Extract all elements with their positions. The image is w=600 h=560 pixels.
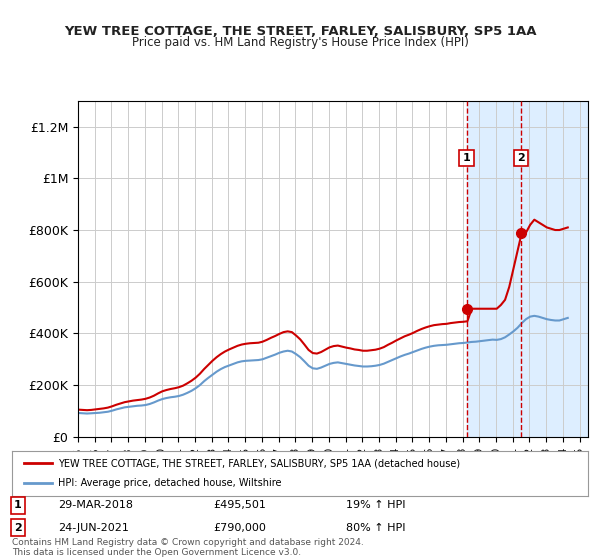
- Text: 1: 1: [14, 500, 22, 510]
- Text: Price paid vs. HM Land Registry's House Price Index (HPI): Price paid vs. HM Land Registry's House …: [131, 36, 469, 49]
- Bar: [467, 101, 588, 437]
- Text: 2: 2: [14, 523, 22, 533]
- Text: 2: 2: [517, 153, 524, 163]
- Text: YEW TREE COTTAGE, THE STREET, FARLEY, SALISBURY, SP5 1AA (detached house): YEW TREE COTTAGE, THE STREET, FARLEY, SA…: [58, 458, 460, 468]
- Text: 80% ↑ HPI: 80% ↑ HPI: [346, 523, 406, 533]
- Text: 1: 1: [463, 153, 470, 163]
- Text: £495,501: £495,501: [214, 500, 266, 510]
- Text: HPI: Average price, detached house, Wiltshire: HPI: Average price, detached house, Wilt…: [58, 478, 281, 488]
- Text: 29-MAR-2018: 29-MAR-2018: [58, 500, 133, 510]
- Text: YEW TREE COTTAGE, THE STREET, FARLEY, SALISBURY, SP5 1AA: YEW TREE COTTAGE, THE STREET, FARLEY, SA…: [64, 25, 536, 38]
- Text: £790,000: £790,000: [214, 523, 266, 533]
- Text: 24-JUN-2021: 24-JUN-2021: [58, 523, 129, 533]
- Text: 19% ↑ HPI: 19% ↑ HPI: [346, 500, 406, 510]
- Text: Contains HM Land Registry data © Crown copyright and database right 2024.
This d: Contains HM Land Registry data © Crown c…: [12, 538, 364, 557]
